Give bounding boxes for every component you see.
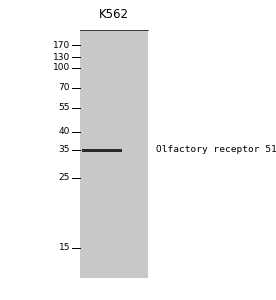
Text: 40: 40 bbox=[59, 128, 70, 136]
Bar bbox=[82, 148, 122, 152]
Text: 25: 25 bbox=[59, 173, 70, 182]
Text: 130: 130 bbox=[53, 52, 70, 62]
Text: 15: 15 bbox=[59, 244, 70, 253]
Text: 55: 55 bbox=[59, 103, 70, 112]
Text: 100: 100 bbox=[53, 64, 70, 73]
Text: K562: K562 bbox=[99, 8, 129, 20]
Text: Olfactory receptor 51F2: Olfactory receptor 51F2 bbox=[156, 146, 276, 154]
Text: 70: 70 bbox=[59, 83, 70, 92]
Text: 35: 35 bbox=[59, 146, 70, 154]
Text: 170: 170 bbox=[53, 40, 70, 50]
Bar bbox=[80, 30, 148, 278]
